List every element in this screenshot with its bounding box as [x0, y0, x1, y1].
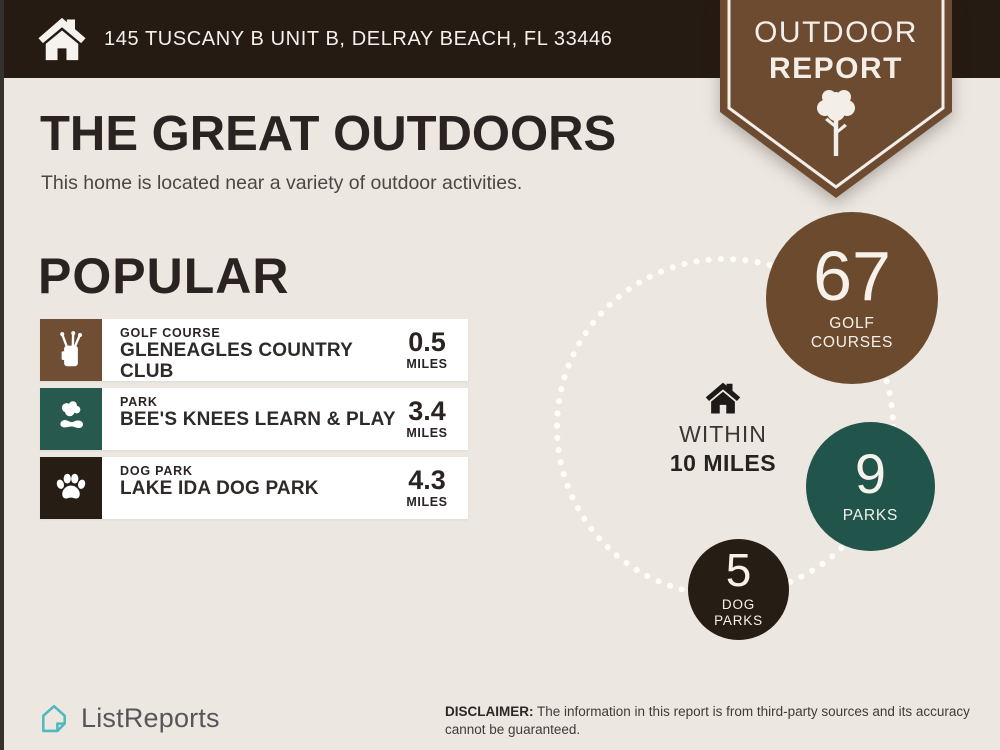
- page-subtitle: This home is located near a variety of o…: [41, 172, 523, 194]
- page-title: THE GREAT OUTDOORS: [40, 107, 617, 161]
- badge-line1: OUTDOOR: [754, 16, 918, 49]
- listreports-house-icon: [42, 704, 66, 733]
- category-label: PARK: [120, 395, 158, 409]
- popular-list: GOLF COURSE GLENEAGLES COUNTRY CLUB 0.5 …: [40, 319, 468, 526]
- list-item-golf-course: GOLF COURSE GLENEAGLES COUNTRY CLUB 0.5 …: [40, 319, 468, 381]
- property-address: 145 TUSCANY B UNIT B, DELRAY BEACH, FL 3…: [104, 27, 613, 50]
- within-label: WITHIN: [679, 421, 767, 447]
- golf-courses-count: 67: [813, 236, 891, 315]
- distance-value: 4.3: [408, 465, 446, 495]
- miles-label: 10 MILES: [669, 450, 777, 476]
- paw-icon: [40, 457, 102, 519]
- place-name: GLENEAGLES COUNTRY CLUB: [120, 340, 353, 381]
- disclaimer-text: The information in this report is from t…: [445, 704, 970, 737]
- list-item-dog-park: DOG PARK LAKE IDA DOG PARK 4.3 MILES: [40, 457, 468, 519]
- radius-caption: WITHIN 10 MILES: [623, 421, 823, 477]
- distance-unit: MILES: [406, 495, 448, 509]
- distance: 4.3 MILES: [392, 465, 468, 510]
- outdoor-report-badge: OUTDOOR REPORT: [720, 0, 952, 202]
- home-icon: [38, 17, 86, 61]
- distance-unit: MILES: [406, 426, 448, 440]
- badge-line2: REPORT: [768, 52, 903, 85]
- disclaimer: DISCLAIMER: The information in this repo…: [445, 703, 975, 739]
- golf-bag-icon: [40, 319, 102, 381]
- listreports-logo: ListReports: [36, 700, 220, 736]
- brand-name: ListReports: [81, 702, 220, 733]
- category-label: DOG PARK: [120, 464, 193, 478]
- center-home-icon: [705, 382, 741, 414]
- parks-bubble: 9 PARKS: [806, 422, 935, 551]
- dotted-radius-circle: [554, 256, 896, 598]
- golf-courses-label: GOLF COURSES: [810, 315, 894, 352]
- place-name: LAKE IDA DOG PARK: [120, 478, 319, 499]
- distance: 0.5 MILES: [392, 327, 468, 372]
- tree-icon: [817, 90, 855, 156]
- distance: 3.4 MILES: [392, 396, 468, 441]
- dog-parks-bubble: 5 DOG PARKS: [688, 539, 789, 640]
- park-icon: [40, 388, 102, 450]
- page-left-border: [0, 0, 4, 750]
- parks-label: PARKS: [842, 506, 899, 524]
- parks-count: 9: [854, 442, 887, 506]
- dog-parks-label: DOG PARKS: [714, 596, 763, 629]
- distance-value: 3.4: [408, 396, 446, 426]
- disclaimer-label: DISCLAIMER:: [445, 704, 534, 719]
- list-item-text: PARK BEE'S KNEES LEARN & PLAY: [102, 388, 396, 450]
- distance-unit: MILES: [406, 357, 448, 371]
- category-label: GOLF COURSE: [120, 326, 221, 340]
- place-name: BEE'S KNEES LEARN & PLAY: [120, 409, 396, 430]
- dog-parks-count: 5: [725, 544, 752, 597]
- popular-heading: POPULAR: [38, 248, 290, 304]
- list-item-text: GOLF COURSE GLENEAGLES COUNTRY CLUB: [102, 319, 392, 381]
- badge-title: OUTDOOR REPORT: [720, 16, 952, 86]
- golf-courses-bubble: 67 GOLF COURSES: [766, 212, 938, 384]
- list-item-park: PARK BEE'S KNEES LEARN & PLAY 3.4 MILES: [40, 388, 468, 450]
- distance-value: 0.5: [408, 327, 446, 357]
- list-item-text: DOG PARK LAKE IDA DOG PARK: [102, 457, 392, 519]
